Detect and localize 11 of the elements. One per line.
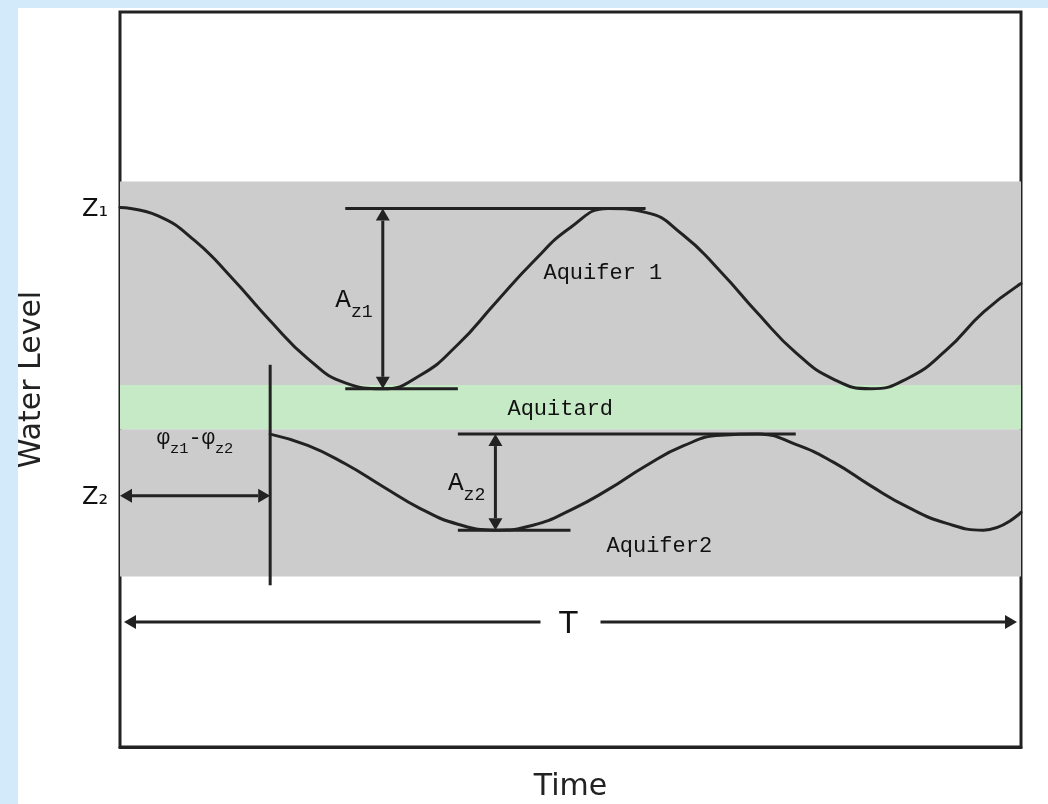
band-label: Aquitard (507, 396, 614, 422)
text: Z₁ (81, 193, 108, 222)
x-axis-title: Time (532, 766, 608, 802)
band-label: Aquifer2 (606, 533, 713, 559)
annotation: A$_{z1}$ (335, 284, 373, 322)
annotation: φ$_{z1}$-φ$_{z2}$ (156, 426, 234, 459)
y-axis-title: Water Level (12, 290, 47, 469)
annotation: A$_{z2}$ (447, 468, 486, 506)
band-label: Aquifer 1 (543, 261, 663, 287)
annotation: T (558, 605, 579, 641)
text: Z₂ (81, 481, 108, 510)
